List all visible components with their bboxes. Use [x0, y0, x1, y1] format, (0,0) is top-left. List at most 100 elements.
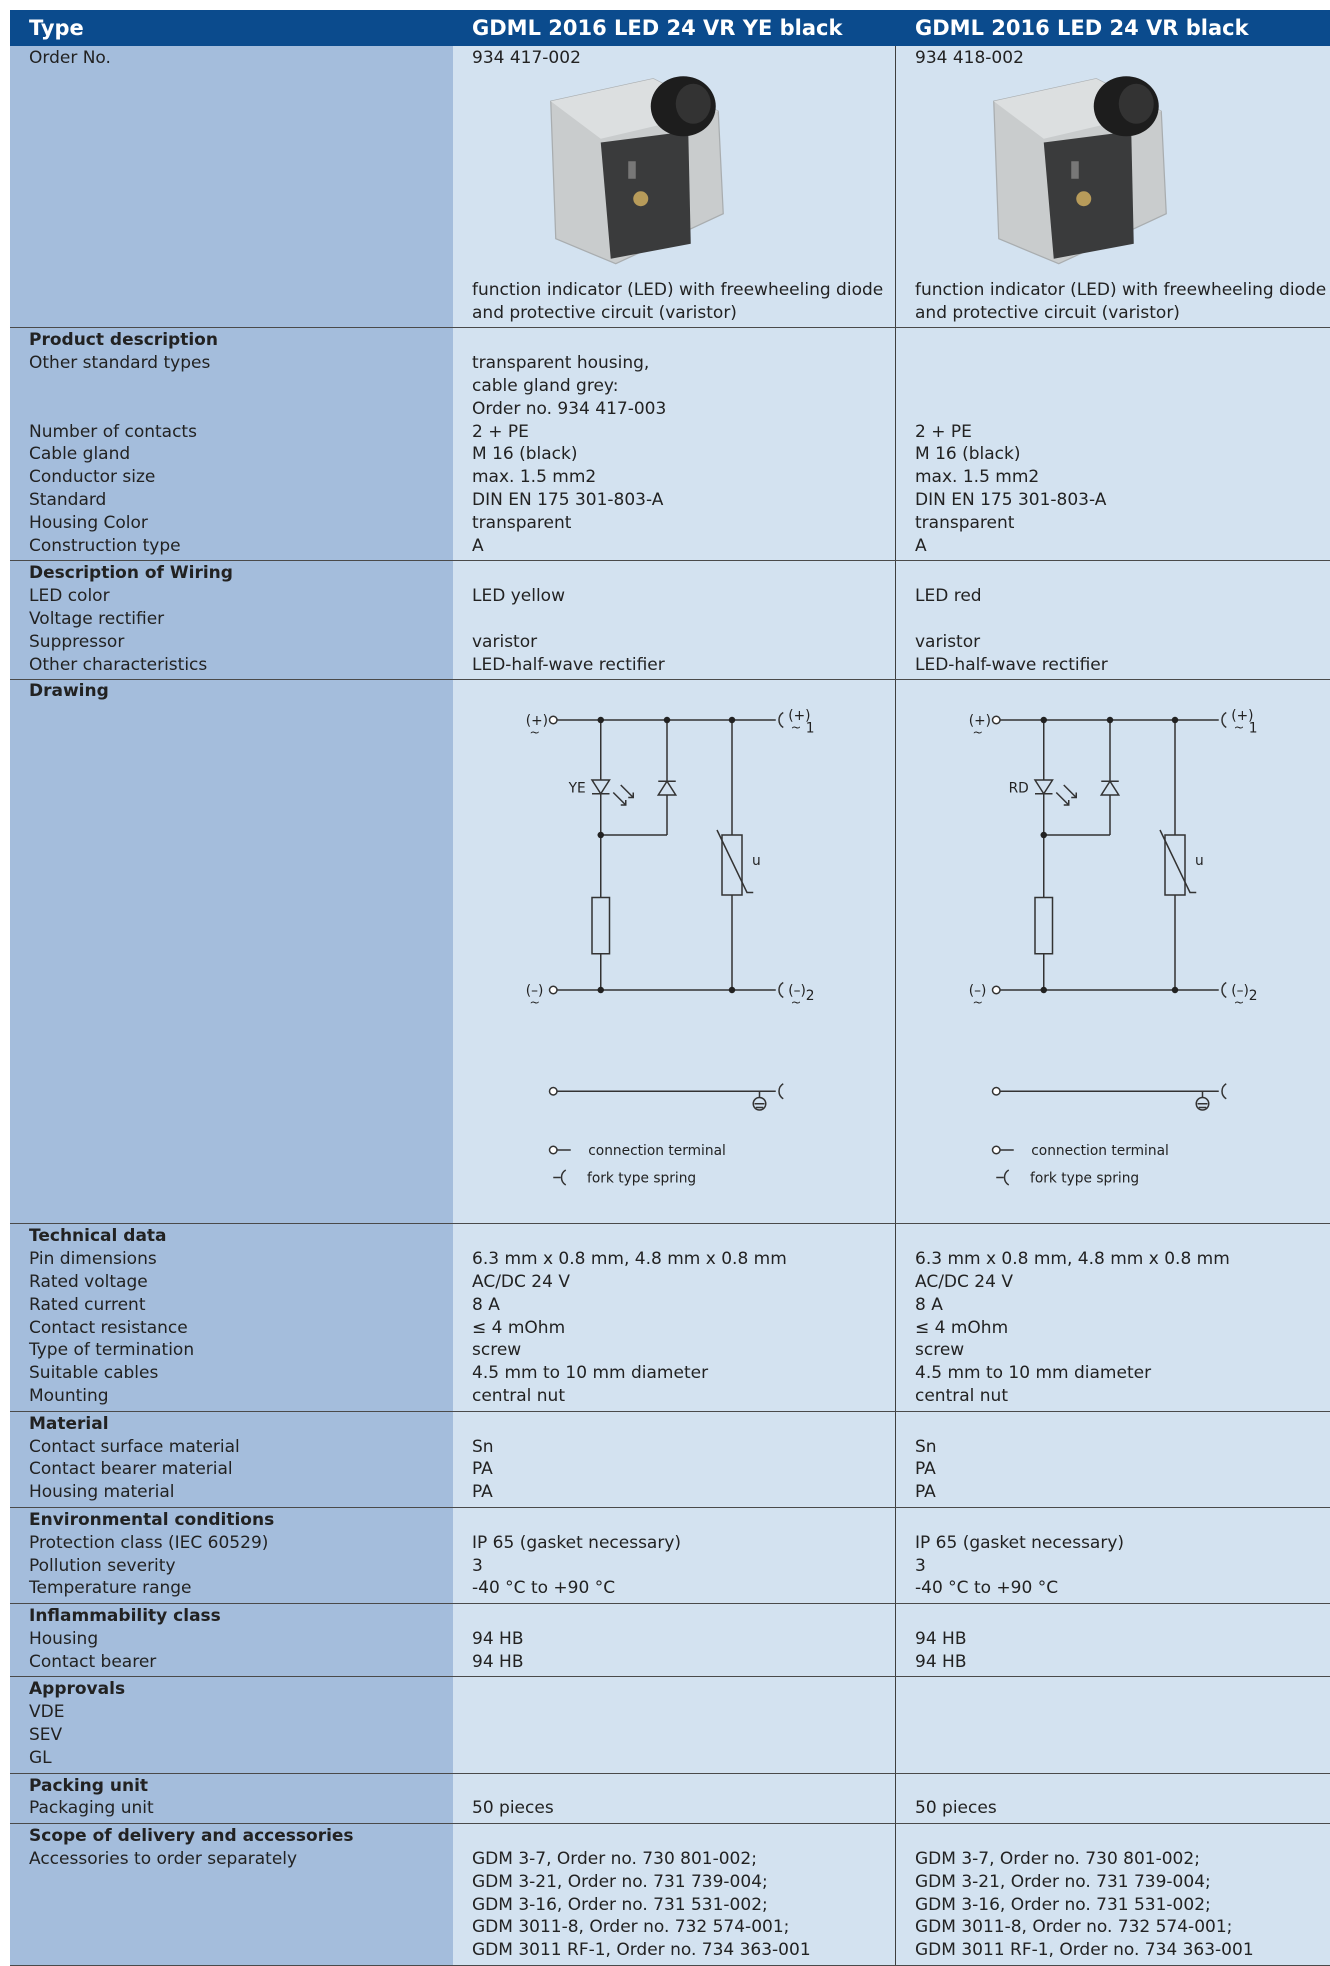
section-title: Packing unit	[29, 1775, 149, 1796]
section-title: Scope of delivery and accessories	[29, 1826, 354, 1847]
value-cell: transparent housing, cable gland grey: Ord…	[453, 352, 896, 420]
empty-cell	[896, 329, 1330, 352]
terminal	[991, 1087, 1001, 1097]
header-row: Type GDML 2016 LED 24 VR YE black GDML 201…	[10, 10, 1330, 46]
value-cell	[453, 1747, 896, 1770]
value-line: AC/DC 24 V	[915, 1271, 1013, 1292]
terminal	[991, 985, 1001, 995]
empty-cell	[453, 1605, 896, 1628]
value-cell: AC/DC 24 V	[896, 1271, 1330, 1294]
value-line: GDM 3-16, Order no. 731 531-002;	[915, 1894, 1211, 1915]
value-cell: varistor	[896, 631, 1330, 654]
value-cell: Sn	[453, 1436, 896, 1459]
pin-2: 2	[806, 988, 815, 1004]
value-line: 6.3 mm x 0.8 mm, 4.8 mm x 0.8 mm	[472, 1249, 787, 1270]
column-title: GDML 2016 LED 24 VR YE black	[472, 16, 843, 40]
header-label: Type	[29, 16, 84, 40]
value-line: GDM 3-21, Order no. 731 739-004;	[472, 1871, 768, 1892]
in-plus: (+)	[526, 713, 548, 729]
junction	[728, 717, 736, 724]
pin-2: 2	[1249, 988, 1258, 1004]
value-line: 4.5 mm to 10 mm diameter	[472, 1363, 709, 1384]
varistor-label: u	[1195, 853, 1204, 869]
value-cell	[453, 1724, 896, 1747]
junction	[1171, 987, 1179, 994]
empty-cell	[10, 279, 453, 325]
section-title: Description of Wiring	[29, 563, 233, 584]
value-cell: LED red	[896, 585, 1330, 608]
value-cell: GDM 3-7, Order no. 730 801-002; GDM 3-21,…	[453, 1848, 896, 1962]
value-line: 94 HB	[472, 1651, 524, 1672]
value-line: GDM 3011 RF-1, Order no. 734 363-001	[915, 1940, 1254, 1961]
value-line: max. 1.5 mm2	[915, 467, 1040, 488]
value-cell: ≤ 4 mOhm	[453, 1317, 896, 1340]
description-line: function indicator (LED) with freewheeli…	[915, 279, 1327, 300]
empty-cell	[453, 1825, 896, 1848]
description: function indicator (LED) with freewheeli…	[896, 279, 1330, 325]
row-label: Number of contacts	[29, 421, 197, 442]
image-cell	[453, 70, 896, 279]
led-label: YE	[568, 781, 586, 797]
value-cell	[896, 352, 1330, 420]
value-cell: M 16 (black)	[896, 443, 1330, 466]
section: Packing unit Packaging unit 50 pieces 50 pi…	[10, 1773, 1330, 1825]
empty-cell	[453, 329, 896, 352]
section: Drawing (+) ~ (–) ~ (+) ~1 (–) ~2 YE u connection t…	[10, 680, 1330, 1225]
varistor	[1164, 834, 1186, 897]
legend-spring: fork type spring	[1030, 1171, 1139, 1187]
terminal	[991, 715, 1001, 725]
out-ac: ~	[1234, 720, 1244, 735]
value-line: GDM 3-21, Order no. 731 739-004;	[915, 1871, 1211, 1892]
section-title: Drawing	[29, 681, 109, 702]
led	[1033, 779, 1054, 796]
empty-cell	[10, 70, 453, 279]
in-ac: ~	[530, 725, 540, 740]
fork-spring	[1003, 1169, 1010, 1186]
value-line: transparent housing,	[472, 353, 650, 374]
value-cell: transparent	[453, 512, 896, 535]
pin-slot	[628, 161, 636, 179]
value-line: varistor	[472, 631, 538, 652]
value-cell: central nut	[896, 1385, 1330, 1408]
value-line: LED red	[915, 586, 982, 607]
value-line: GDM 3011-8, Order no. 732 574-001;	[915, 1917, 1233, 1938]
out-ac: ~	[791, 720, 801, 735]
row-label: Protection class (IEC 60529)	[29, 1532, 269, 1553]
value-line: central nut	[472, 1385, 565, 1406]
row-label: Contact surface material	[29, 1436, 240, 1457]
value-cell: transparent	[896, 512, 1330, 535]
row-label: VDE	[29, 1702, 65, 1723]
value-line: PA	[915, 1459, 936, 1480]
row-label: Packaging unit	[29, 1798, 154, 1819]
value-line: GDM 3011-8, Order no. 732 574-001;	[472, 1917, 790, 1938]
diagram-lines	[991, 712, 1227, 1186]
value-cell: max. 1.5 mm2	[453, 466, 896, 489]
value-cell: 94 HB	[896, 1651, 1330, 1674]
value-cell	[453, 1701, 896, 1724]
value-line: 50 pieces	[915, 1798, 997, 1819]
in-minus: (–)	[969, 983, 987, 999]
row-label: Type of termination	[29, 1340, 195, 1361]
resistor	[1034, 897, 1054, 955]
value-cell: 6.3 mm x 0.8 mm, 4.8 mm x 0.8 mm	[896, 1248, 1330, 1271]
order-number: 934 418-002	[915, 48, 1024, 68]
value-cell	[896, 1724, 1330, 1747]
value-line: 4.5 mm to 10 mm diameter	[915, 1363, 1152, 1384]
datasheet: Type GDML 2016 LED 24 VR YE black GDML 201…	[10, 10, 1330, 1966]
junction	[597, 717, 604, 724]
description-line: and protective circuit (varistor)	[472, 302, 737, 323]
value-line: screw	[915, 1340, 965, 1361]
section: Environmental conditions Protection class…	[10, 1507, 1330, 1605]
description-line: function indicator (LED) with freewheeli…	[472, 279, 884, 300]
junction	[663, 717, 671, 724]
value-cell: 2 + PE	[453, 421, 896, 444]
section-title: Approvals	[29, 1679, 126, 1700]
resistor	[591, 897, 611, 955]
value-line: M 16 (black)	[915, 444, 1021, 465]
fork-spring	[1221, 1083, 1227, 1100]
value-line: max. 1.5 mm2	[472, 467, 597, 488]
product-image	[993, 76, 1167, 265]
terminal	[548, 1087, 558, 1097]
